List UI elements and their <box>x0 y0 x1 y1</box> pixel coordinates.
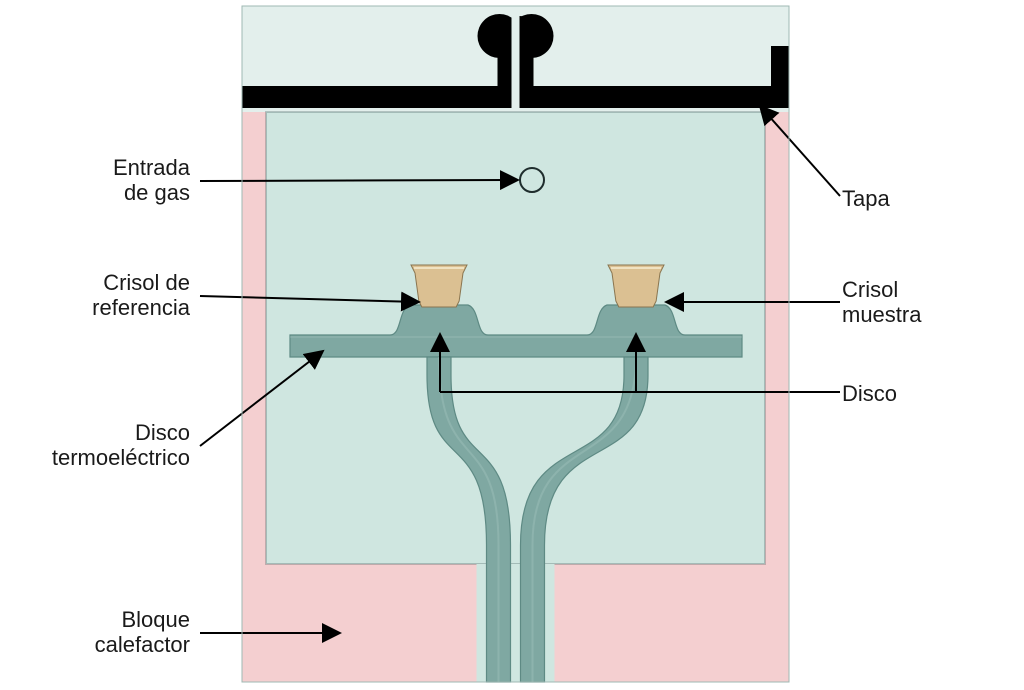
label-heater-block: Bloquecalefactor <box>20 607 190 658</box>
dsc-diagram: { "canvas":{"w":1024,"h":690,"bg":"#ffff… <box>0 0 1024 690</box>
label-sample-crucible: Crisolmuestra <box>842 277 1012 328</box>
label-thermo-disc: Discotermoeléctrico <box>20 420 190 471</box>
diagram-canvas <box>0 0 1024 690</box>
label-disc: Disco <box>842 381 1012 406</box>
label-lid: Tapa <box>842 186 1012 211</box>
label-ref-crucible: Crisol dereferencia <box>20 270 190 321</box>
label-gas-inlet: Entradade gas <box>20 155 190 206</box>
